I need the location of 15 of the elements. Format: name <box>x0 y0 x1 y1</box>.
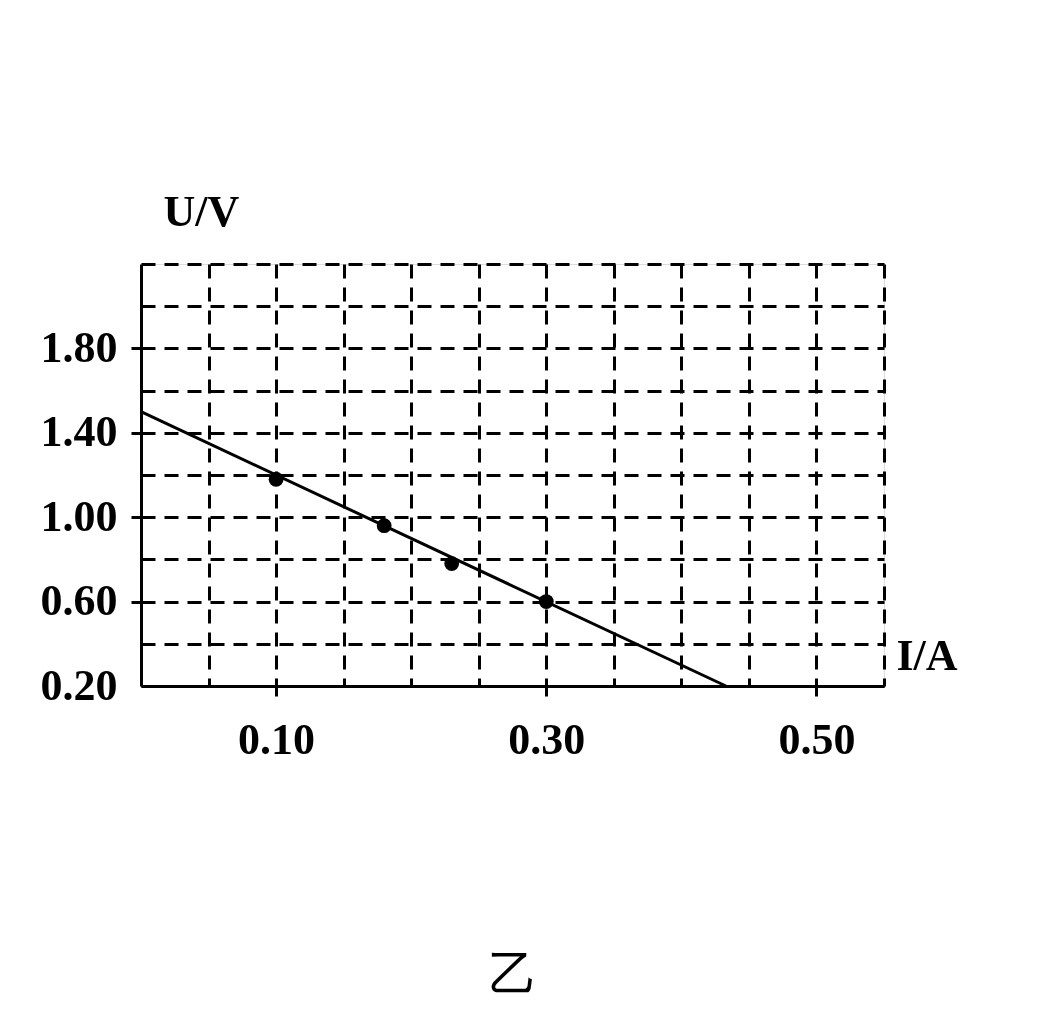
y-tick-label: 1.00 <box>40 491 118 541</box>
text: 0.10 <box>238 714 316 764</box>
x-tick-label: 0.30 <box>508 714 586 764</box>
y-tick-label: 1.40 <box>40 407 118 457</box>
y-tick-label: 0.60 <box>40 576 118 626</box>
point <box>444 556 460 572</box>
text: 乙 <box>488 947 537 1000</box>
x-axis-title: I/A <box>896 630 958 680</box>
x-tick-label: 0.50 <box>778 714 856 764</box>
y-axis-title: U/V <box>163 186 240 236</box>
point <box>538 594 554 609</box>
point <box>268 471 284 487</box>
y-tick-label: 0.20 <box>40 660 118 710</box>
point <box>376 518 392 534</box>
y-tick-label: 1.80 <box>40 322 118 372</box>
